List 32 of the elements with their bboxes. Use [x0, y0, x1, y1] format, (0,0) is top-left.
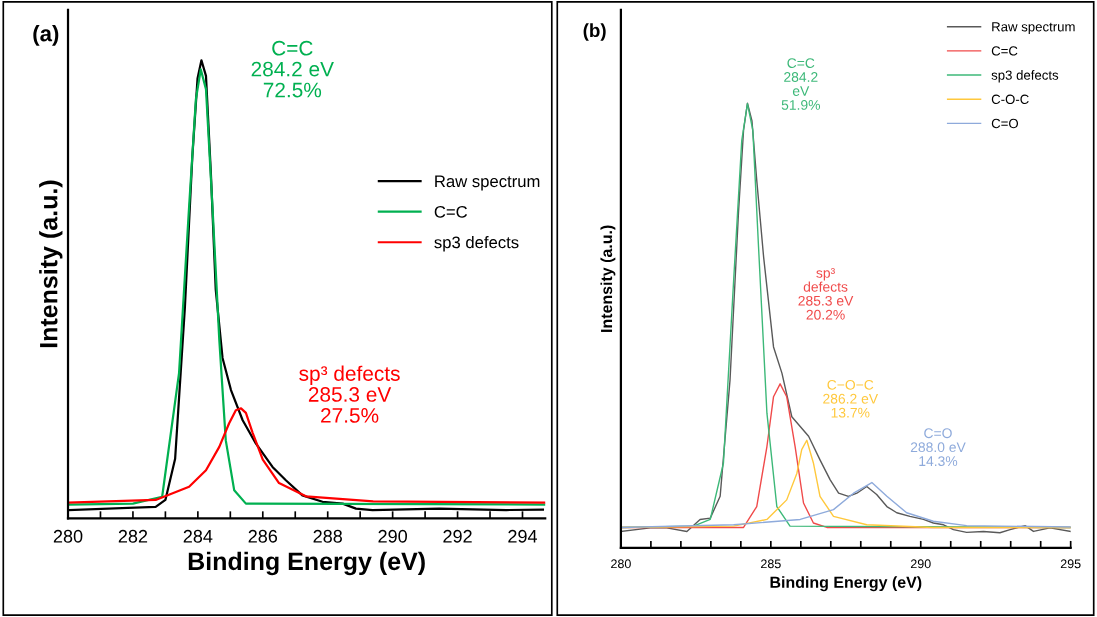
x-tick-label: 292 [443, 529, 472, 543]
x-tick-label: 286 [248, 529, 278, 543]
legend-label: C-O-C [991, 94, 1029, 104]
annotation: sp³ defects 285.3 eV 27.5% [299, 365, 400, 423]
legend-label: C=O [991, 118, 1019, 129]
legend-label: Raw spectrum [992, 22, 1075, 35]
legend-label: Raw spectrum [435, 175, 540, 191]
chart-title: (a) [33, 25, 59, 46]
chart-title: (b) [583, 23, 606, 41]
x-axis-title: Binding Energy (eV) [188, 551, 425, 576]
legend-label: C=C [991, 46, 1018, 56]
annotation: C−O−C 286.2 eV 13.7% [823, 379, 879, 418]
y-axis-title: Intensity (a.u.) [600, 225, 616, 332]
annotation: sp³ defects 285.3 eV 20.2% [798, 268, 854, 320]
x-tick-label: 295 [1060, 559, 1081, 569]
legend-label: C=C [434, 205, 468, 218]
x-tick-label: 288 [313, 529, 342, 543]
x-tick-label: 290 [910, 559, 931, 569]
x-axis-title: Binding Energy (eV) [770, 576, 922, 592]
x-tick-label: 280 [53, 529, 83, 543]
x-tick-label: 285 [761, 559, 781, 569]
x-tick-label: 282 [118, 529, 148, 543]
annotation: C=C 284.2 eV 72.5% [251, 40, 334, 98]
x-tick-label: 280 [611, 559, 631, 569]
legend-label: sp3 defects [434, 236, 519, 252]
annotation: C=O 288.0 eV 14.3% [910, 428, 966, 467]
y-axis-title: Intensity (a.u.) [39, 180, 63, 348]
x-tick-label: 290 [378, 529, 407, 543]
annotation: C=C 284.2 eV 51.9% [781, 58, 821, 110]
x-tick-label: 294 [508, 529, 538, 543]
x-tick-label: 284 [183, 529, 213, 543]
legend-label: sp3 defects [991, 70, 1059, 83]
